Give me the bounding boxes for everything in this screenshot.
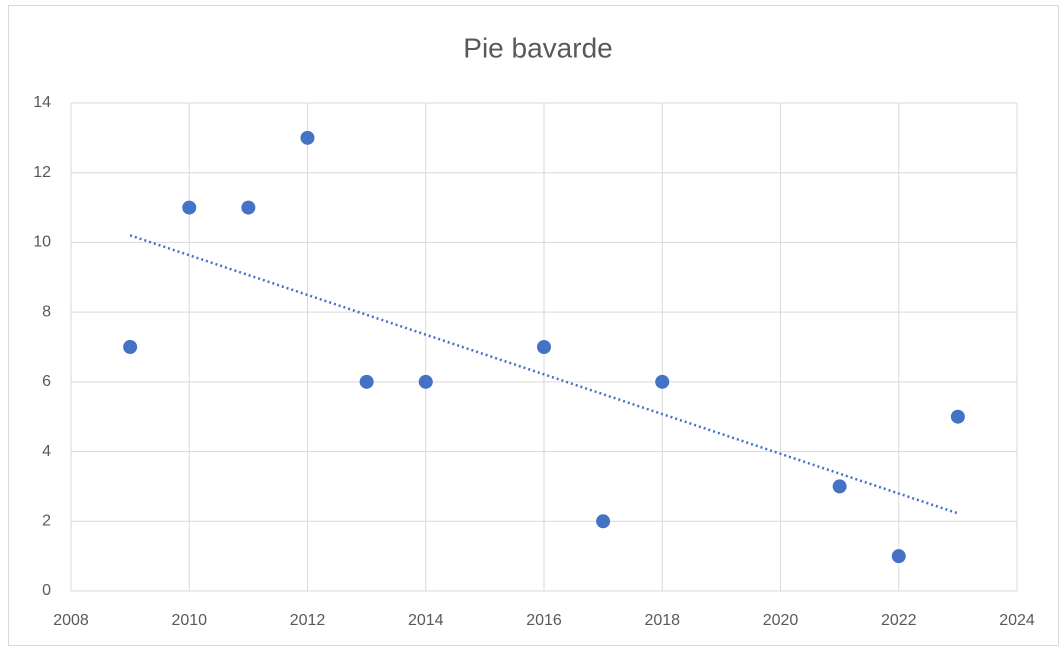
point	[418, 374, 433, 389]
y-tick-label: 4	[42, 443, 51, 460]
x-tick-label: 2022	[881, 612, 917, 629]
point	[596, 514, 611, 529]
y-tick-label: 10	[33, 234, 51, 251]
point	[182, 200, 197, 215]
x-tick-label: 2016	[526, 612, 562, 629]
chart-title: Pie bavarde	[463, 32, 612, 63]
y-tick-label: 6	[42, 373, 51, 390]
point	[655, 374, 670, 389]
x-tick-label: 2012	[290, 612, 326, 629]
x-tick-label: 2020	[763, 612, 799, 629]
point	[950, 409, 965, 424]
y-tick-label: 14	[33, 94, 51, 111]
x-tick-label: 2010	[171, 612, 207, 629]
y-tick-label: 8	[42, 303, 51, 320]
point	[123, 340, 138, 354]
point	[537, 340, 551, 354]
point	[359, 374, 374, 389]
point	[891, 549, 906, 564]
x-tick-label: 2014	[408, 612, 444, 629]
x-tick-label: 2018	[644, 612, 680, 629]
x-tick-label: 2008	[53, 612, 89, 629]
y-tick-label: 0	[42, 582, 51, 599]
point	[300, 130, 315, 145]
y-tick-label: 2	[42, 513, 51, 530]
point	[832, 479, 847, 494]
point	[241, 200, 256, 215]
trendline	[129, 234, 959, 515]
y-tick-label: 12	[33, 164, 51, 181]
chart-border	[8, 5, 1059, 646]
x-tick-label: 2024	[999, 612, 1035, 629]
